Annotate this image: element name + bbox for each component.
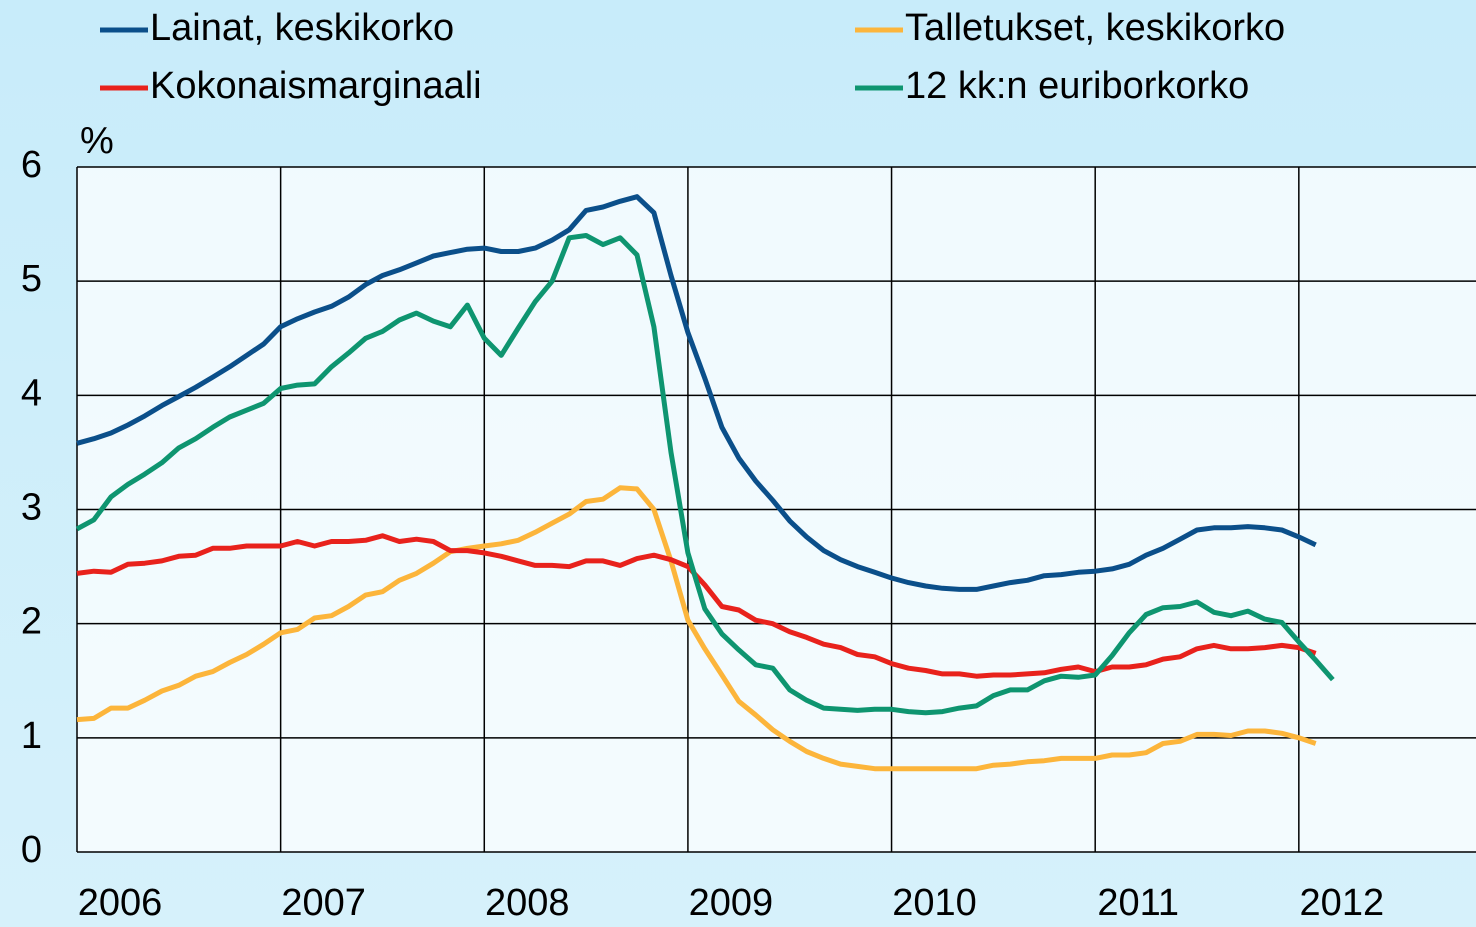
x-tick-label: 2009: [689, 882, 774, 924]
legend-label: Talletukset, keskikorko: [905, 7, 1285, 49]
legend-label: Kokonaismarginaali: [150, 65, 482, 107]
y-tick-label: 1: [21, 715, 42, 757]
x-tick-label: 2006: [78, 882, 163, 924]
legend-label: 12 kk:n euriborkorko: [905, 65, 1249, 107]
x-tick-label: 2010: [892, 882, 977, 924]
x-tick-label: 2007: [281, 882, 366, 924]
y-tick-label: 3: [21, 487, 42, 529]
y-tick-label: 2: [21, 601, 42, 643]
series-line: [76, 194, 1317, 592]
legend-label: Lainat, keskikorko: [150, 7, 454, 49]
x-tick-label: 2012: [1300, 882, 1385, 924]
series-line: [75, 233, 1335, 716]
y-tick-label: 6: [21, 144, 42, 186]
y-axis-label: %: [80, 120, 114, 162]
y-tick-label: 0: [21, 829, 42, 871]
x-tick-label: 2008: [485, 882, 570, 924]
series-line: [76, 485, 1317, 772]
y-tick-label: 4: [21, 372, 42, 414]
y-tick-label: 5: [21, 258, 42, 300]
x-tick-label: 2011: [1097, 882, 1179, 924]
